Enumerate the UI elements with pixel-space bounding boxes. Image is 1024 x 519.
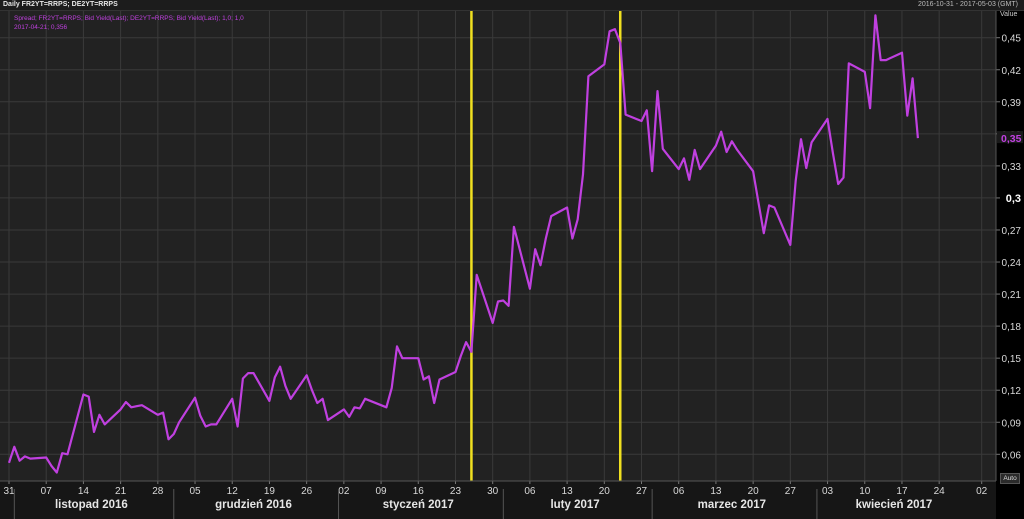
y-tick-label: 0,33 [1002,162,1022,173]
x-axis-band [0,481,996,519]
x-tick-label: 13 [562,486,574,497]
y-tick-label: 0,42 [1002,66,1022,77]
x-tick-label: 10 [859,486,871,497]
y-tick-label: 0,09 [1002,418,1022,429]
month-label: styczeń 2017 [383,499,454,511]
x-tick-label: 06 [673,486,685,497]
legend-series: Spread; FR2YT=RRPS; Bid Yield(Last); DE2… [14,15,244,22]
y-tick-label: 0,39 [1002,98,1022,109]
x-tick-label: 05 [189,486,201,497]
x-tick-label: 26 [301,486,313,497]
chart-title: Daily FR2YT=RRPS; DE2YT=RRPS [3,1,118,8]
plot-background [0,11,996,481]
y-axis-title: Value [1000,11,1018,18]
y-tick-label: 0,18 [1002,322,1022,333]
month-label: listopad 2016 [55,499,128,511]
x-tick-label: 20 [599,486,611,497]
month-label: grudzień 2016 [215,499,292,511]
current-value-box [997,131,1023,144]
x-tick-label: 09 [376,486,388,497]
x-tick-label: 02 [338,486,350,497]
x-tick-label: 16 [413,486,425,497]
x-tick-label: 27 [636,486,648,497]
x-tick-label: 20 [748,486,760,497]
window-title-bar: Daily FR2YT=RRPS; DE2YT=RRPS 2016-10-31 … [0,0,1024,11]
y-axis[interactable]: 0,06 0,09 0,12 0,15 0,18 0,21 0,24 0,27 0,3 0,33 0… [995,11,1022,481]
x-tick-label: 31 [3,486,15,497]
y-tick-label: 0,06 [1002,450,1022,461]
y-tick-label: 0,3 [1006,193,1021,205]
current-value-marker: 0,35 [997,131,1023,145]
y-tick-label: 0,12 [1002,386,1022,397]
grid [0,11,996,481]
x-tick-label: 24 [934,486,946,497]
month-label: marzec 2017 [698,499,766,511]
current-value-label: 0,35 [1001,133,1022,145]
x-tick-label: 07 [41,486,53,497]
vertical-markers[interactable] [470,11,622,481]
x-tick-label: 06 [524,486,536,497]
x-tick-label: 21 [115,486,127,497]
y-tick-label: 0,27 [1002,226,1022,237]
auto-scale-button[interactable]: Auto [1000,473,1020,484]
y-tick-label: 0,45 [1002,34,1022,45]
y-tick-label: 0,15 [1002,354,1022,365]
date-range: 2016-10-31 - 2017-05-03 (GMT) [918,1,1018,8]
x-tick-label: 02 [976,486,988,497]
x-tick-label: 23 [450,486,462,497]
series-line [7,14,919,474]
x-tick-label: 30 [487,486,499,497]
y-tick-label: 0,24 [1002,258,1022,269]
x-tick-label: 13 [710,486,722,497]
y-tick-label: 0,21 [1002,290,1022,301]
legend-cursor-value: 2017-04-21; 0,356 [14,24,68,31]
x-axis[interactable]: 31 07 14 21 28 05 12 19 26 02 09 16 23 30 06 13 20 27 06 13… [0,480,996,519]
month-label: kwiecień 2017 [856,499,933,511]
x-tick-label: 19 [264,486,276,497]
x-tick-label: 28 [152,486,164,497]
x-tick-label: 14 [78,486,90,497]
x-tick-label: 12 [227,486,239,497]
month-label: luty 2017 [550,499,599,511]
x-tick-label: 03 [822,486,834,497]
x-tick-label: 27 [785,486,797,497]
x-tick-label: 17 [896,486,908,497]
